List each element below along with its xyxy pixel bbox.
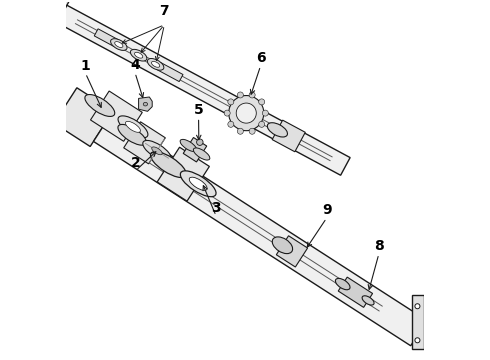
Ellipse shape xyxy=(130,49,147,61)
Ellipse shape xyxy=(118,125,147,145)
Ellipse shape xyxy=(336,278,350,290)
Ellipse shape xyxy=(259,121,265,127)
Ellipse shape xyxy=(224,110,230,116)
Ellipse shape xyxy=(125,121,141,132)
Ellipse shape xyxy=(362,296,374,305)
Ellipse shape xyxy=(147,59,164,70)
Polygon shape xyxy=(157,147,209,201)
Polygon shape xyxy=(139,97,152,111)
Ellipse shape xyxy=(237,92,244,98)
Polygon shape xyxy=(412,296,423,349)
Ellipse shape xyxy=(229,95,264,131)
Ellipse shape xyxy=(111,39,127,50)
Ellipse shape xyxy=(249,92,255,98)
Ellipse shape xyxy=(228,121,234,127)
Polygon shape xyxy=(91,91,142,141)
Ellipse shape xyxy=(85,95,115,116)
Text: 6: 6 xyxy=(256,51,266,65)
Ellipse shape xyxy=(115,42,123,48)
Polygon shape xyxy=(276,236,308,267)
Text: 3: 3 xyxy=(211,201,221,215)
Ellipse shape xyxy=(143,140,171,161)
Ellipse shape xyxy=(259,99,265,105)
Ellipse shape xyxy=(236,103,256,123)
Ellipse shape xyxy=(194,148,210,160)
Ellipse shape xyxy=(415,304,420,309)
Text: 5: 5 xyxy=(194,103,203,117)
Polygon shape xyxy=(272,120,305,152)
Text: 2: 2 xyxy=(131,156,141,170)
Polygon shape xyxy=(123,122,165,164)
Text: 8: 8 xyxy=(374,239,384,253)
Ellipse shape xyxy=(150,152,186,177)
Polygon shape xyxy=(57,5,350,175)
Ellipse shape xyxy=(23,0,50,10)
Ellipse shape xyxy=(237,128,244,134)
Text: 9: 9 xyxy=(322,203,331,217)
Ellipse shape xyxy=(152,147,162,155)
Ellipse shape xyxy=(196,139,203,145)
Ellipse shape xyxy=(135,52,143,58)
Ellipse shape xyxy=(249,128,255,134)
Ellipse shape xyxy=(151,62,160,67)
Ellipse shape xyxy=(415,338,420,343)
Ellipse shape xyxy=(268,123,288,137)
Ellipse shape xyxy=(180,171,216,197)
Ellipse shape xyxy=(189,177,207,190)
Ellipse shape xyxy=(262,110,269,116)
Ellipse shape xyxy=(272,237,293,253)
Polygon shape xyxy=(157,62,183,82)
Ellipse shape xyxy=(118,116,148,138)
Ellipse shape xyxy=(143,102,147,106)
Polygon shape xyxy=(338,277,372,307)
Text: 7: 7 xyxy=(160,4,169,18)
Polygon shape xyxy=(22,0,41,8)
Polygon shape xyxy=(94,29,118,46)
Ellipse shape xyxy=(180,139,196,152)
Text: 4: 4 xyxy=(130,58,140,72)
Polygon shape xyxy=(183,138,207,162)
Ellipse shape xyxy=(228,99,234,105)
Polygon shape xyxy=(30,0,69,27)
Polygon shape xyxy=(94,116,427,346)
Polygon shape xyxy=(54,88,113,147)
Text: 1: 1 xyxy=(80,59,90,72)
